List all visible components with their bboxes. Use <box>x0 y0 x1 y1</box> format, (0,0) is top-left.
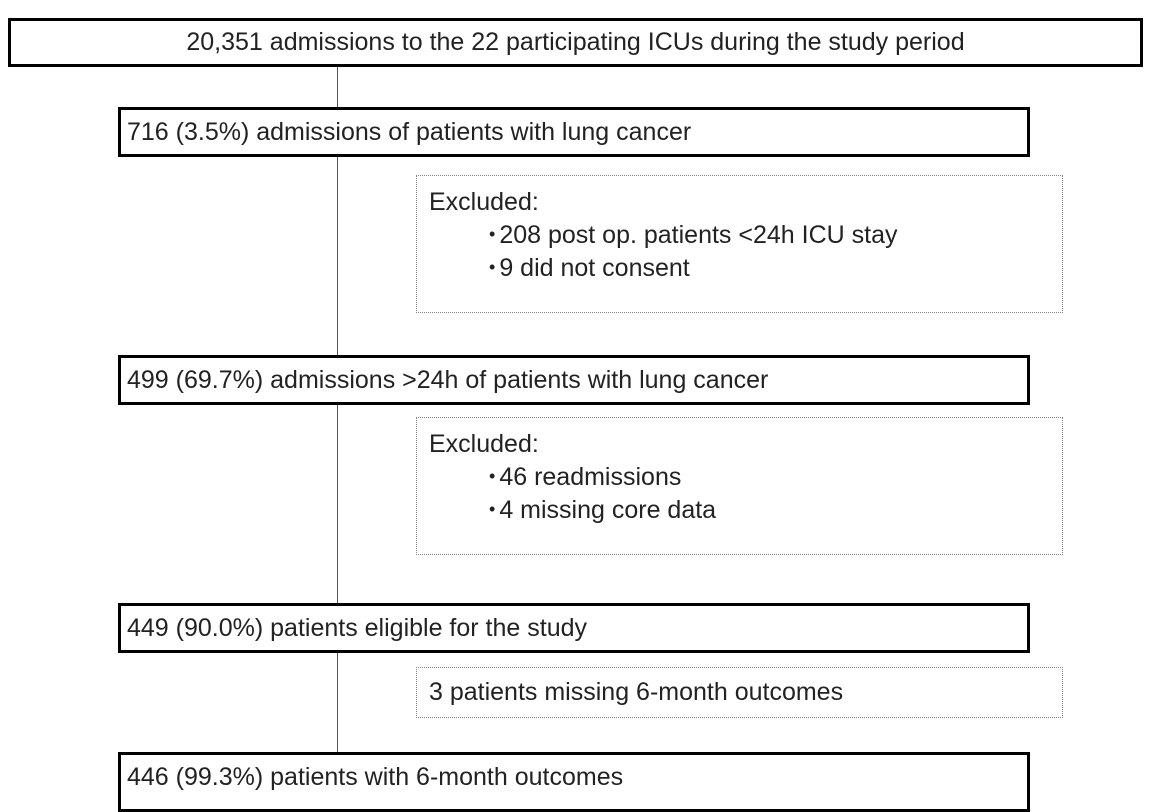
exclusion-item: 4 missing core data <box>489 498 1062 523</box>
flow-box: 499 (69.7%) admissions >24h of patients … <box>118 355 1030 405</box>
exclusion-item: 46 readmissions <box>489 465 1062 490</box>
box-label: 716 (3.5%) admissions of patients with l… <box>127 117 692 146</box>
box-label: 20,351 admissions to the 22 participatin… <box>186 28 965 56</box>
exclusion-title: Excluded: <box>429 430 539 458</box>
exclusion-item: 9 did not consent <box>489 256 1062 281</box>
exclusion-title: 3 patients missing 6-month outcomes <box>429 678 844 706</box>
flow-box: 716 (3.5%) admissions of patients with l… <box>118 107 1030 157</box>
box-label: 499 (69.7%) admissions >24h of patients … <box>127 365 769 394</box>
exclusion-box: 3 patients missing 6-month outcomes <box>416 667 1063 718</box>
box-label: 446 (99.3%) patients with 6-month outcom… <box>127 762 624 791</box>
exclusion-box: Excluded: 208 post op. patients <24h ICU… <box>416 175 1063 313</box>
exclusion-item: 208 post op. patients <24h ICU stay <box>489 223 1062 248</box>
flow-box: 449 (90.0%) patients eligible for the st… <box>118 603 1030 653</box>
box-label: 449 (90.0%) patients eligible for the st… <box>127 613 587 642</box>
exclusion-box: Excluded: 46 readmissions 4 missing core… <box>416 417 1063 555</box>
flow-box: 20,351 admissions to the 22 participatin… <box>8 18 1143 67</box>
flow-box: 446 (99.3%) patients with 6-month outcom… <box>118 752 1030 812</box>
exclusion-title: Excluded: <box>429 188 539 216</box>
connector-line <box>337 60 338 760</box>
